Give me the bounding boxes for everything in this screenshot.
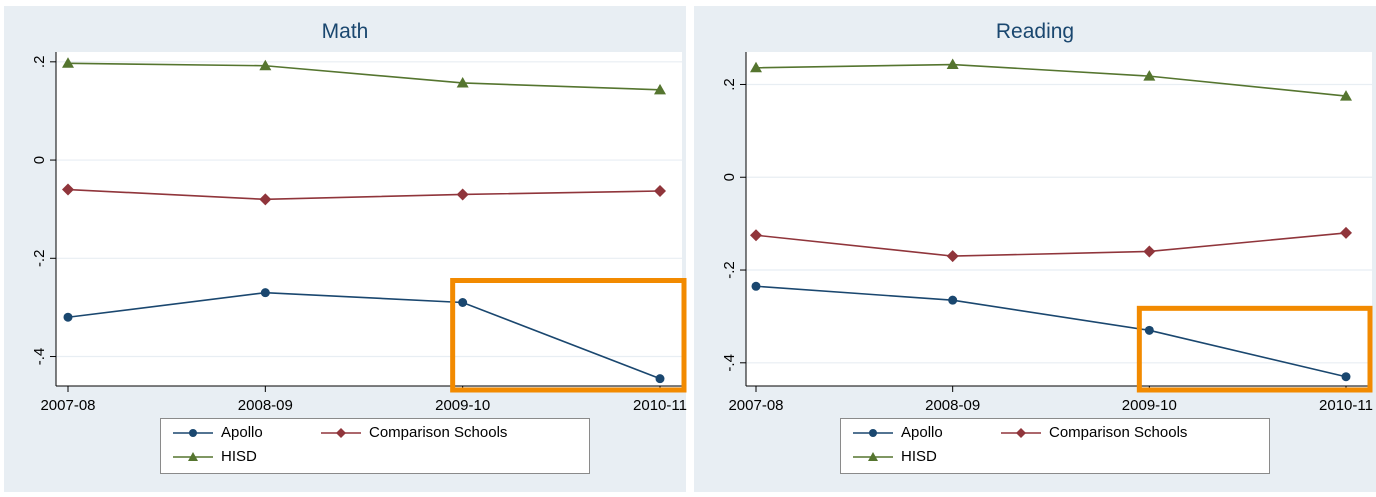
- y-tick-label: -.4: [31, 348, 48, 366]
- legend-swatch-apollo: [173, 429, 213, 437]
- series-line-hisd: [755, 63, 1347, 97]
- y-tick-label: .2: [721, 78, 738, 91]
- data-point-hisd: [750, 61, 762, 73]
- data-point-hisd: [654, 83, 666, 95]
- legend-swatch-comparison-schools: [1001, 428, 1041, 438]
- data-point-hisd: [456, 76, 469, 88]
- math-legend: Apollo Comparison Schools HISD: [160, 418, 590, 474]
- data-point-hisd: [1340, 90, 1352, 101]
- data-point-apollo: [63, 312, 73, 322]
- legend-label-comparison-schools: Comparison Schools: [1049, 424, 1188, 441]
- x-tick-label: 2007-08: [728, 397, 783, 414]
- legend-swatch-comparison-schools: [321, 428, 361, 438]
- y-tick-label: -.2: [721, 261, 738, 279]
- data-point-comparison-schools: [456, 188, 469, 201]
- x-tick-label: 2007-08: [40, 397, 95, 414]
- data-point-comparison-schools: [654, 185, 666, 198]
- series-line-apollo: [67, 291, 661, 380]
- plot-area: [56, 52, 682, 386]
- math-chart-svg: .2 0 -.2 -.4 2007-08 2008-09 2009-10 2010-11: [31, 52, 687, 414]
- x-tick-label: 2009-10: [435, 397, 490, 414]
- data-point-apollo: [1144, 325, 1154, 335]
- legend-swatch-hisd: [173, 452, 213, 461]
- data-point-apollo: [751, 281, 761, 291]
- y-tick-label: .2: [31, 56, 48, 69]
- data-point-comparison-schools: [1143, 245, 1156, 258]
- y-tick-label: 0: [31, 156, 48, 164]
- data-point-hisd: [62, 57, 74, 68]
- legend-label-hisd: HISD: [901, 448, 937, 465]
- reading-chart-svg: .2 0 -.2 -.4 2007-08 2008-09 2009-10 2010-11: [721, 52, 1373, 414]
- data-point-comparison-schools: [946, 250, 959, 263]
- plot-area: [746, 52, 1372, 386]
- data-point-apollo: [1341, 372, 1351, 382]
- data-point-hisd: [1143, 70, 1156, 81]
- reading-chart-panel: .2 0 -.2 -.4 2007-08 2008-09 2009-10 2010-11 Re…: [694, 6, 1376, 492]
- data-point-comparison-schools: [750, 229, 762, 242]
- series-line-apollo: [755, 285, 1347, 378]
- reading-legend: Apollo Comparison Schools HISD: [840, 418, 1270, 474]
- highlight-box: [1136, 305, 1373, 393]
- legend-label-apollo: Apollo: [221, 424, 263, 441]
- data-point-hisd: [946, 58, 959, 70]
- x-tick-label: 2010-11: [1319, 397, 1373, 414]
- y-tick-label: 0: [721, 173, 738, 181]
- data-point-comparison-schools: [259, 193, 272, 206]
- legend-label-apollo: Apollo: [901, 424, 943, 441]
- data-point-apollo: [458, 298, 468, 307]
- highlight-box: [450, 278, 687, 393]
- legend-label-hisd: HISD: [221, 448, 257, 465]
- data-point-hisd: [259, 59, 272, 71]
- y-tick-label: -.2: [31, 250, 48, 268]
- data-point-apollo: [948, 295, 958, 305]
- series-line-comparison-schools: [755, 232, 1347, 257]
- legend-label-comparison-schools: Comparison Schools: [369, 424, 508, 441]
- data-point-comparison-schools: [62, 183, 74, 196]
- legend-swatch-hisd: [853, 452, 893, 461]
- legend-swatch-apollo: [853, 429, 893, 437]
- data-point-apollo: [655, 374, 665, 384]
- series-line-comparison-schools: [67, 188, 661, 201]
- data-point-apollo: [260, 288, 270, 298]
- data-point-comparison-schools: [1340, 226, 1352, 239]
- series-line-hisd: [67, 62, 661, 91]
- x-tick-label: 2009-10: [1122, 397, 1177, 414]
- x-tick-label: 2008-09: [925, 397, 980, 414]
- x-tick-label: 2008-09: [238, 397, 293, 414]
- y-tick-label: -.4: [721, 354, 738, 372]
- reading-chart-title: Reading: [995, 20, 1075, 43]
- x-tick-label: 2010-11: [633, 397, 687, 414]
- math-chart-panel: .2 0 -.2 -.4 2007-08 2008-09 2009-10 2010-11 Ma…: [4, 6, 687, 492]
- math-chart-title: Math: [321, 20, 369, 43]
